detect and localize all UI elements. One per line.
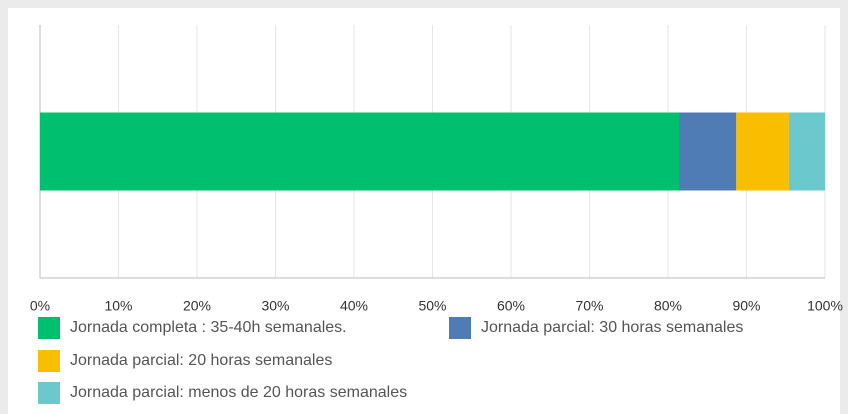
legend-label: Jornada parcial: 20 horas semanales <box>70 352 332 369</box>
legend-swatch <box>449 317 471 339</box>
legend-swatch <box>38 382 60 404</box>
legend-label: Jornada parcial: menos de 20 horas seman… <box>70 384 407 401</box>
x-tick-label: 90% <box>732 298 760 314</box>
legend-label: Jornada parcial: 30 horas semanales <box>481 319 743 336</box>
x-tick-label: 50% <box>418 298 446 314</box>
x-tick-label: 60% <box>497 298 525 314</box>
bar-segment <box>788 112 825 191</box>
x-tick-label: 30% <box>261 298 289 314</box>
bar-segment <box>40 112 679 191</box>
x-tick-label: 0% <box>30 298 50 314</box>
x-tick-label: 20% <box>183 298 211 314</box>
legend-label: Jornada completa : 35-40h semanales. <box>70 319 347 336</box>
bar-segment <box>678 112 737 191</box>
panel <box>8 8 840 414</box>
bar-segment <box>736 112 789 191</box>
x-tick-label: 100% <box>807 298 843 314</box>
x-tick-label: 10% <box>104 298 132 314</box>
legend-swatch <box>38 317 60 339</box>
x-tick-label: 40% <box>340 298 368 314</box>
legend-swatch <box>38 350 60 372</box>
x-tick-label: 70% <box>575 298 603 314</box>
x-tick-label: 80% <box>654 298 682 314</box>
